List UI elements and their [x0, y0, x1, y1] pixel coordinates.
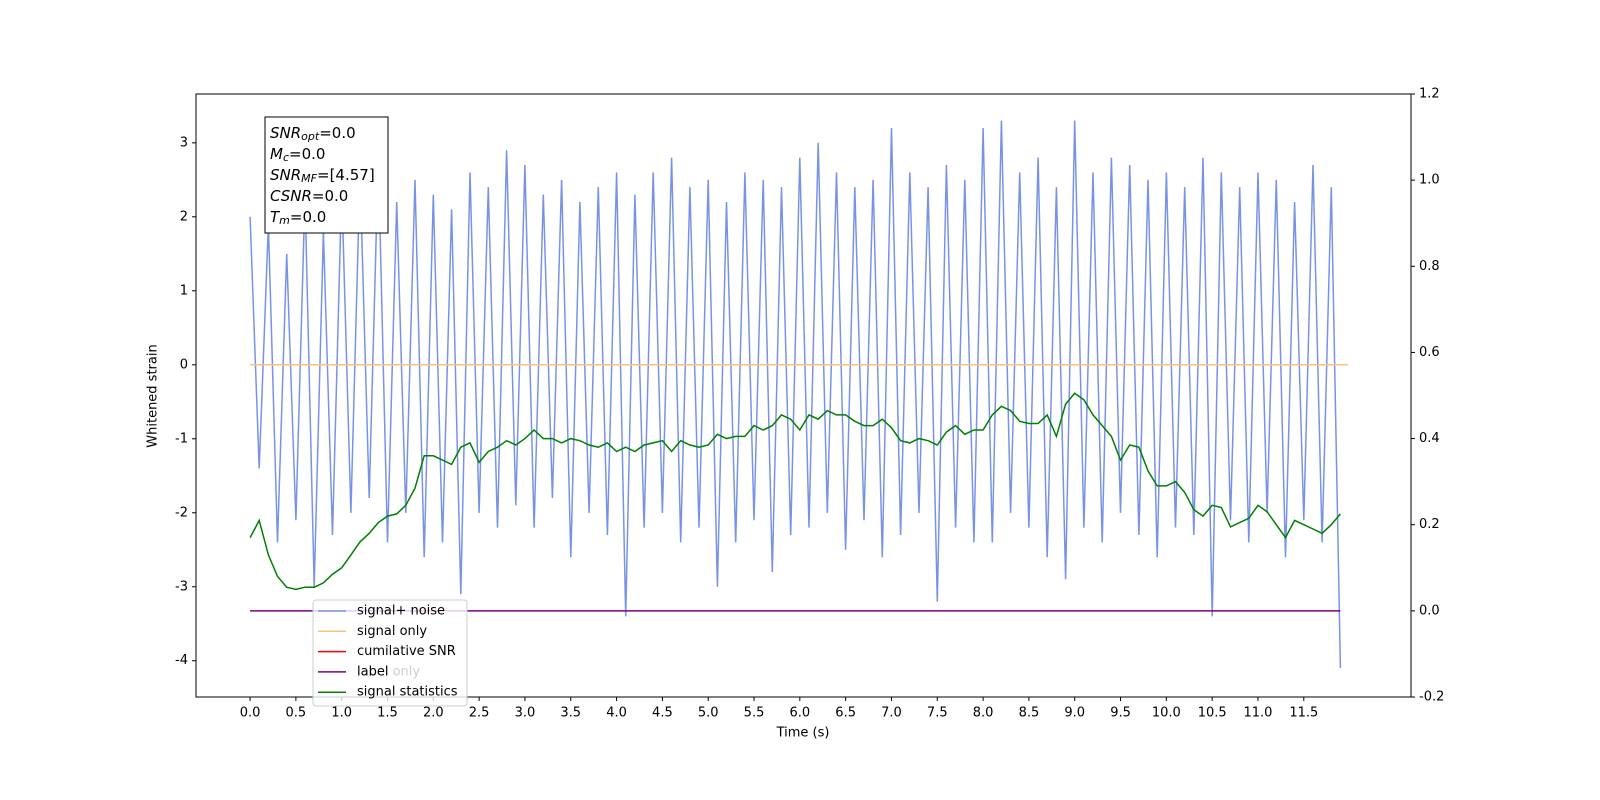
x-tick-label: 6.5 [835, 706, 856, 721]
y2-tick-label: 0.2 [1419, 517, 1440, 532]
y-tick-label: 3 [180, 135, 188, 150]
legend-label: signal statistics [357, 685, 458, 700]
legend-label: signal only [357, 624, 427, 639]
x-tick-label: 7.0 [881, 706, 902, 721]
x-tick-label: 4.5 [652, 706, 673, 721]
y2-tick-label: 0.4 [1419, 431, 1440, 446]
legend-label: signal+ noise [357, 604, 445, 619]
y-tick-label: 2 [180, 209, 188, 224]
y2-tick-label: -0.2 [1419, 690, 1444, 705]
stats-line: SNRopt=0.0 [270, 124, 356, 144]
x-tick-label: 10.0 [1152, 706, 1181, 721]
legend-frame [312, 599, 468, 707]
stats-sub: m [279, 214, 290, 227]
x-tick-label: 0.5 [286, 706, 307, 721]
x-tick-label: 3.0 [515, 706, 536, 721]
x-tick-label: 2.0 [423, 706, 444, 721]
x-axis-label: Time (s) [776, 726, 830, 741]
y-tick-label: -3 [175, 579, 188, 594]
stats-value: =0.0 [312, 187, 348, 205]
stats-value: =0.0 [319, 124, 355, 142]
stats-line: Mc=0.0 [270, 145, 325, 165]
stats-name: CSNR [270, 187, 312, 205]
stats-box: SNRopt=0.0Mc=0.0SNRMF=[4.57]CSNR=0.0Tm=0… [264, 116, 389, 234]
legend-label: cumilative SNR [357, 644, 456, 659]
x-tick-label: 1.5 [377, 706, 398, 721]
series-line [249, 120, 1342, 669]
y-tick-label: 0 [180, 357, 188, 372]
x-tick-label: 0.0 [240, 706, 261, 721]
x-tick-label: 9.0 [1064, 706, 1085, 721]
y2-tick-label: 0.6 [1419, 345, 1440, 360]
legend-label: label [357, 664, 388, 679]
legend: signal+ noise signal only cumilative SNR la… [312, 599, 468, 707]
x-tick-label: 7.5 [927, 706, 948, 721]
stats-name: M [270, 145, 283, 163]
x-tick-label: 10.5 [1198, 706, 1227, 721]
stats-name: T [270, 208, 281, 226]
stats-line: CSNR=0.0 [270, 187, 348, 205]
x-tick-label: 4.0 [606, 706, 627, 721]
stats-sub: MF [301, 172, 317, 185]
stats-sub: c [283, 151, 289, 164]
series-line [249, 392, 1341, 591]
y2-tick-label: 0.0 [1419, 603, 1440, 618]
x-tick-label: 1.0 [331, 706, 352, 721]
x-tick-label: 11.0 [1244, 706, 1273, 721]
x-tick-label: 3.5 [560, 706, 581, 721]
stats-line: Tm=0.0 [270, 208, 326, 228]
y2-tick-label: 0.8 [1419, 259, 1440, 274]
x-tick-label: 8.0 [973, 706, 994, 721]
y-tick-label: -2 [175, 505, 188, 520]
stats-name: SNR [270, 166, 301, 184]
y-tick-label: -1 [175, 431, 188, 446]
x-tick-label: 5.0 [698, 706, 719, 721]
y-axis-label: Whitened strain [146, 344, 161, 447]
y-tick-label: 1 [180, 283, 188, 298]
x-tick-label: 6.0 [789, 706, 810, 721]
stats-value: =0.0 [289, 145, 325, 163]
stats-sub: opt [301, 130, 320, 143]
x-tick-label: 11.5 [1289, 706, 1318, 721]
stats-value: =[4.57] [317, 166, 375, 184]
x-tick-label: 5.5 [744, 706, 765, 721]
y2-tick-label: 1.0 [1419, 173, 1440, 188]
stats-box-frame [264, 116, 389, 234]
stats-value: =0.0 [290, 208, 326, 226]
x-tick-label: 9.5 [1110, 706, 1131, 721]
stats-line: SNRMF=[4.57] [270, 166, 375, 186]
plot-frame [195, 93, 1412, 698]
stats-name: SNR [270, 124, 301, 142]
y2-tick-label: 1.2 [1419, 87, 1440, 102]
y-tick-label: -4 [175, 653, 188, 668]
x-tick-label: 8.5 [1019, 706, 1040, 721]
x-tick-label: 2.5 [469, 706, 490, 721]
